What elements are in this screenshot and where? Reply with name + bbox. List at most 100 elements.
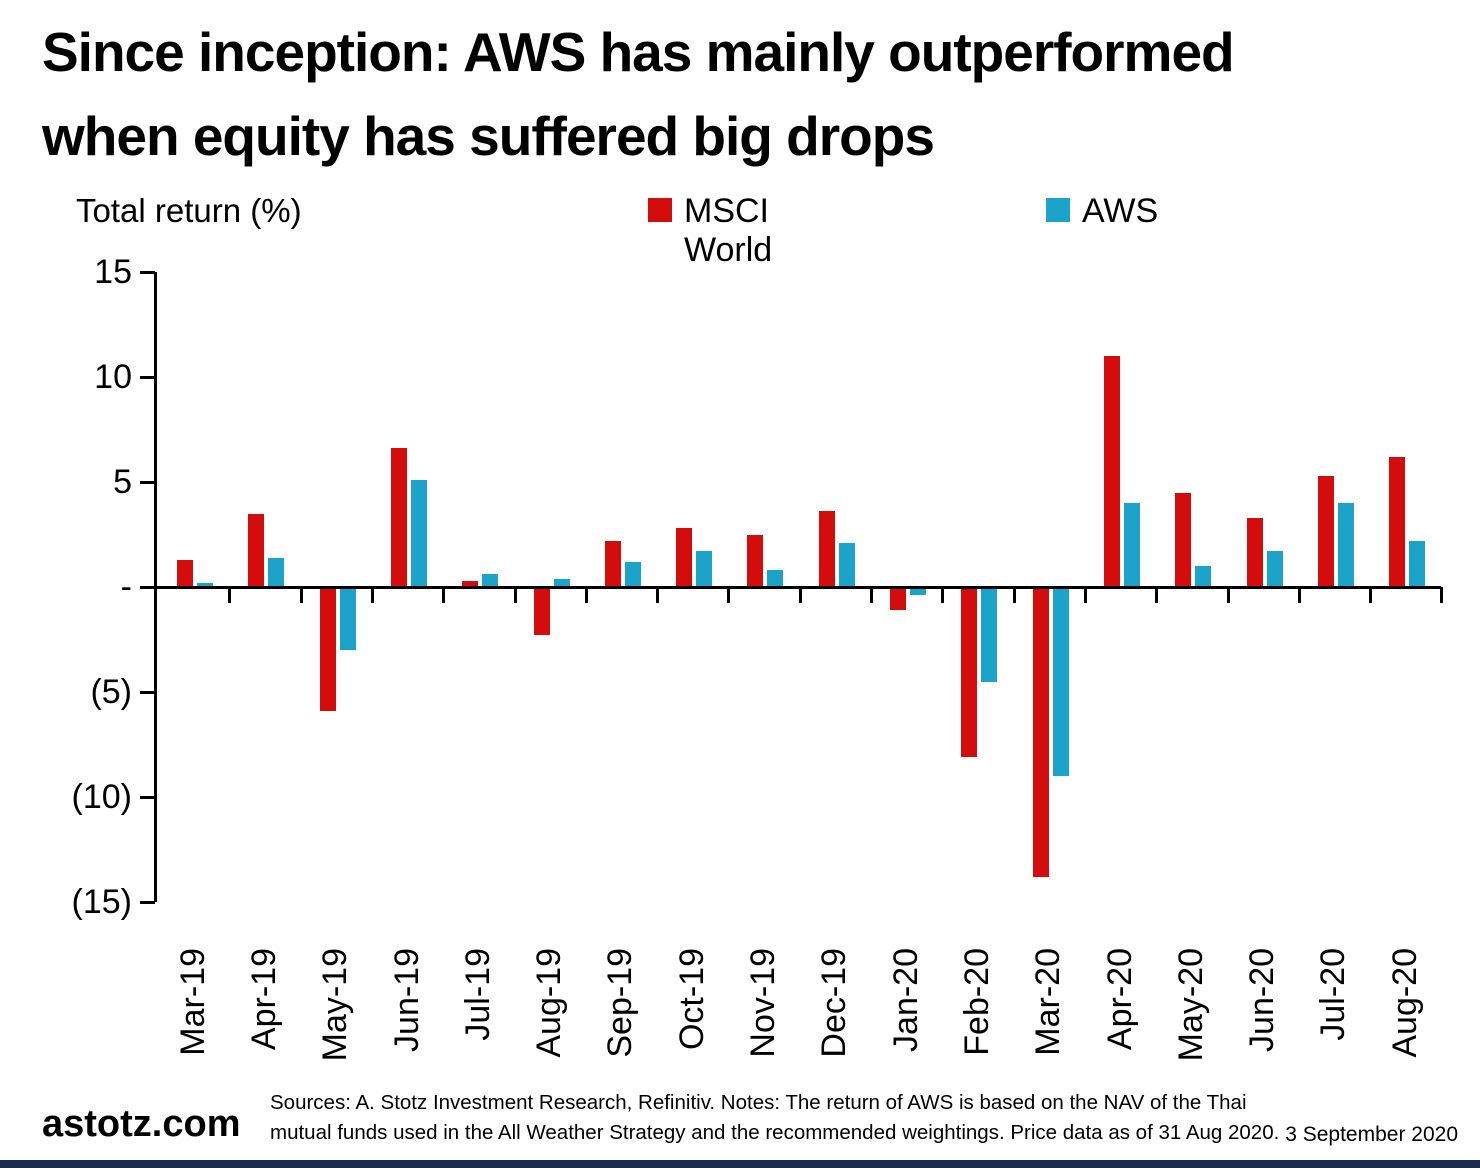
legend-swatch-msci-world [648, 198, 672, 222]
x-axis-label-Jun-19: Jun-19 [387, 948, 426, 1052]
x-axis-tick-3 [370, 587, 374, 603]
bar-aws-May-19 [339, 587, 356, 650]
bar-msci-world-Oct-19 [676, 528, 693, 587]
bar-msci-world-Nov-19 [747, 534, 764, 587]
bar-aws-Dec-19 [838, 542, 855, 587]
y-axis-tick--5 [140, 691, 155, 694]
y-axis-tick-5 [140, 481, 155, 484]
legend-label-msci-world: MSCI World [684, 192, 773, 269]
bar-msci-world-Dec-19 [818, 511, 835, 587]
bar-aws-Sep-19 [624, 561, 641, 587]
x-axis-label-Nov-19: Nov-19 [744, 948, 783, 1058]
x-axis-tick-6 [584, 587, 588, 603]
bar-aws-Apr-19 [268, 557, 285, 587]
bar-aws-Aug-20 [1409, 540, 1426, 587]
bar-aws-Jun-19 [410, 479, 427, 587]
bar-msci-world-Aug-20 [1389, 456, 1406, 587]
y-axis-tick--10 [140, 796, 155, 799]
x-axis-tick-14 [1155, 587, 1159, 603]
y-axis-tick-label--15: (15) [71, 883, 132, 921]
y-axis-tick--15 [140, 901, 155, 904]
x-axis-label-Apr-20: Apr-20 [1100, 948, 1139, 1051]
x-axis-label-Aug-19: Aug-19 [530, 948, 569, 1058]
x-axis-tick-2 [299, 587, 303, 603]
bottom-accent-bar [0, 1160, 1480, 1168]
x-axis-label-May-19: May-19 [316, 948, 355, 1062]
x-axis-line [140, 586, 1441, 589]
bar-msci-world-Apr-20 [1103, 356, 1120, 587]
bar-msci-world-Feb-20 [961, 587, 978, 758]
y-axis-unit-label: Total return (%) [76, 192, 302, 229]
bar-msci-world-Mar-20 [1032, 587, 1049, 877]
x-axis-label-Feb-20: Feb-20 [957, 948, 996, 1056]
bar-aws-Oct-19 [696, 551, 713, 587]
x-axis-label-Dec-19: Dec-19 [815, 948, 854, 1058]
bar-msci-world-Jul-19 [462, 580, 479, 587]
x-axis-tick-15 [1226, 587, 1230, 603]
x-axis-label-Jun-20: Jun-20 [1243, 948, 1282, 1052]
source-notes-line-2: mutual funds used in the All Weather Str… [270, 1121, 1280, 1144]
report-date: 3 September 2020 [1285, 1123, 1458, 1146]
x-axis-tick-12 [1012, 587, 1016, 603]
bar-aws-Jan-20 [910, 587, 926, 596]
y-axis-tick-label--5: (5) [90, 673, 132, 711]
source-notes: Sources: A. Stotz Investment Research, R… [270, 1088, 1279, 1148]
x-axis-tick-11 [941, 587, 945, 603]
bar-aws-Mar-19 [197, 582, 213, 587]
bar-msci-world-Jan-20 [890, 587, 906, 611]
title-line-1: Since inception: AWS has mainly outperfo… [42, 21, 1235, 83]
x-axis-label-Jul-20: Jul-20 [1314, 948, 1353, 1041]
x-axis-tick-5 [513, 587, 517, 603]
bar-msci-world-Jun-20 [1246, 517, 1263, 587]
bar-msci-world-May-19 [319, 587, 336, 711]
page-title: Since inception: AWS has mainly outperfo… [42, 10, 1235, 178]
x-axis-label-Mar-19: Mar-19 [173, 948, 212, 1056]
y-axis-tick-label-10: 10 [94, 358, 132, 396]
bar-msci-world-Mar-19 [177, 559, 193, 587]
title-line-2: when equity has suffered big drops [42, 105, 935, 167]
y-axis-tick-label-0: - [120, 568, 132, 606]
x-axis-tick-4 [442, 587, 446, 603]
source-notes-line-1: Sources: A. Stotz Investment Research, R… [270, 1091, 1247, 1114]
x-axis-tick-18 [1440, 587, 1444, 603]
x-axis-tick-8 [727, 587, 731, 603]
y-axis-tick-label-15: 15 [94, 253, 132, 291]
bar-aws-Aug-19 [553, 578, 570, 587]
bar-aws-Jun-20 [1266, 551, 1283, 587]
x-axis-tick-16 [1297, 587, 1301, 603]
bar-aws-Mar-20 [1052, 587, 1069, 776]
x-axis-tick-13 [1083, 587, 1087, 603]
x-axis-label-Jan-20: Jan-20 [886, 948, 925, 1052]
bar-msci-world-Aug-19 [533, 587, 550, 636]
y-axis-tick-0 [140, 586, 155, 589]
brand-logo-text: astotz.com [42, 1103, 241, 1145]
bar-msci-world-May-20 [1175, 492, 1192, 587]
y-axis-tick-15 [140, 271, 155, 274]
x-axis-label-Oct-19: Oct-19 [672, 948, 711, 1051]
x-axis-tick-17 [1369, 587, 1373, 603]
y-axis-tick-10 [140, 376, 155, 379]
legend-swatch-aws [1046, 198, 1070, 222]
x-axis-label-Mar-20: Mar-20 [1029, 948, 1068, 1056]
bar-msci-world-Jun-19 [390, 448, 407, 587]
y-axis-tick-label-5: 5 [113, 463, 132, 501]
x-axis-label-Sep-19: Sep-19 [601, 948, 640, 1058]
x-axis-label-Jul-19: Jul-19 [458, 948, 497, 1041]
bar-aws-May-20 [1195, 566, 1212, 587]
bar-aws-Jul-19 [482, 574, 499, 587]
x-axis-label-Aug-20: Aug-20 [1385, 948, 1424, 1058]
x-axis-tick-7 [656, 587, 660, 603]
bar-msci-world-Jul-20 [1317, 475, 1334, 587]
legend-label-aws: AWS [1082, 192, 1159, 230]
x-axis-tick-1 [228, 587, 232, 603]
x-axis-label-Apr-19: Apr-19 [244, 948, 283, 1051]
bar-aws-Jul-20 [1337, 503, 1354, 587]
bar-aws-Feb-20 [981, 587, 998, 682]
x-axis-tick-10 [870, 587, 873, 603]
x-axis-tick-9 [798, 587, 802, 603]
y-axis-tick-label--10: (10) [71, 778, 132, 816]
bar-msci-world-Sep-19 [604, 540, 621, 587]
bar-msci-world-Apr-19 [248, 513, 265, 587]
x-axis-label-May-20: May-20 [1171, 948, 1210, 1062]
